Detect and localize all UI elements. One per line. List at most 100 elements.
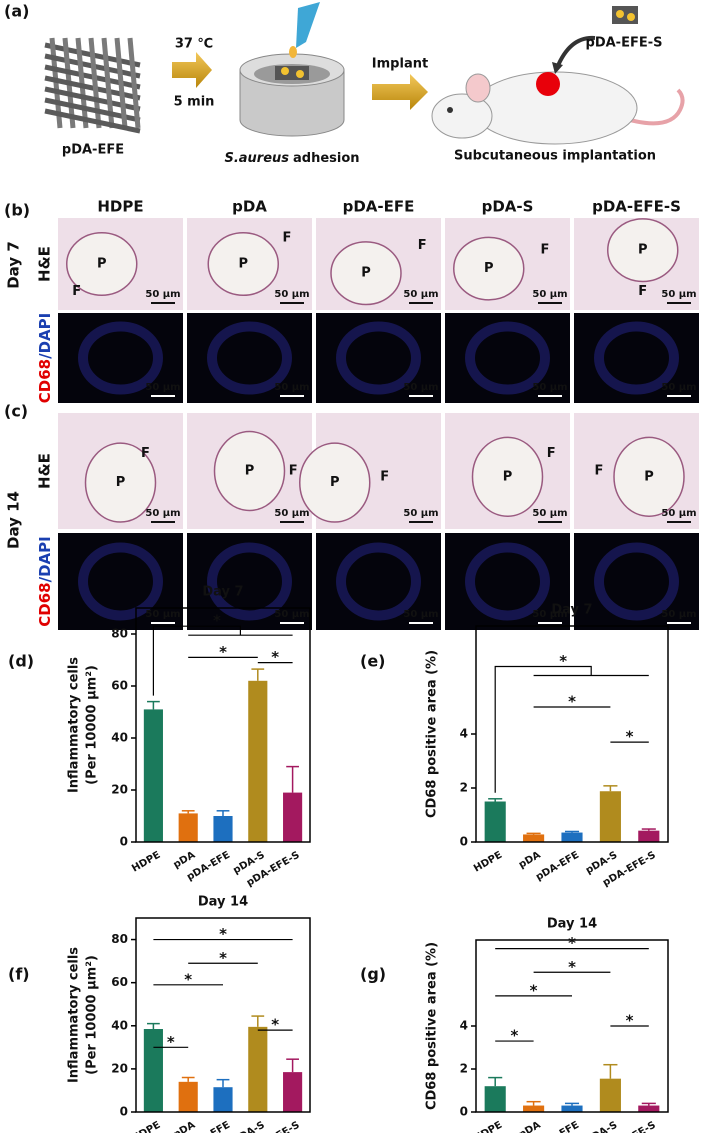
stain-cd68: CD68 <box>36 582 54 626</box>
y-axis-label: (Per 10000 μm²) <box>85 955 100 1075</box>
pore <box>299 442 371 523</box>
significance-star: * <box>510 1027 518 1045</box>
scale-bar-label: 50 μm <box>403 382 438 393</box>
panel-label: (b) <box>4 201 30 220</box>
implantation-label: Subcutaneous implantation <box>454 149 656 164</box>
bar <box>599 791 621 842</box>
x-tick-label: HDPE <box>472 850 504 875</box>
scale-bar-label: 50 μm <box>532 508 567 519</box>
group-label: pDA <box>232 198 267 216</box>
y-tick-label: 2 <box>460 781 468 795</box>
bar <box>178 1081 198 1112</box>
strut <box>114 37 128 129</box>
significance-star: * <box>167 1033 175 1051</box>
stain-dapi: /DAPI <box>36 536 54 582</box>
scaffold-label: pDA-EFE <box>62 143 124 158</box>
y-axis-label: Inflammatory cells <box>67 947 82 1083</box>
scale-bar-label: 50 μm <box>661 382 696 393</box>
plot-frame <box>475 939 669 1113</box>
chart-title: Day 14 <box>198 895 248 910</box>
cell-ring <box>78 321 163 395</box>
fibrous-label: F <box>541 243 550 258</box>
panel-label: (f) <box>8 965 30 984</box>
fibrous-label: F <box>547 446 556 461</box>
cell-ring <box>78 542 163 621</box>
fibrous-label: F <box>595 464 604 479</box>
bar <box>599 1078 621 1112</box>
bar <box>143 709 163 842</box>
scale-bar-label: 50 μm <box>661 508 696 519</box>
scale-bar-label: 50 μm <box>274 508 309 519</box>
pore-label: P <box>245 464 255 479</box>
pore <box>213 430 286 512</box>
significance-star: * <box>271 648 279 666</box>
significance-bracket <box>494 665 649 793</box>
chart-title: Day 7 <box>551 603 592 618</box>
pore <box>607 218 679 283</box>
y-tick-label: 0 <box>460 835 468 849</box>
bar <box>178 813 198 842</box>
arrow <box>372 74 428 110</box>
micrograph: P F 50 μm <box>187 413 312 529</box>
bar <box>484 801 506 842</box>
micrograph: 50 μm <box>445 313 570 403</box>
y-tick-label: 40 <box>111 731 128 745</box>
x-tick-label: pDA-S <box>231 1120 266 1133</box>
significance-star: * <box>530 981 538 999</box>
adhesion: adhesion <box>293 151 360 166</box>
significance-star: * <box>219 643 227 661</box>
fibrous-label: F <box>418 238 427 253</box>
stain-dapi: /DAPI <box>36 313 54 359</box>
panel-label: (e) <box>360 652 385 671</box>
scale-bar-label: 50 μm <box>145 609 180 620</box>
micrograph: 50 μm <box>316 313 441 403</box>
y-tick-label: 60 <box>111 679 128 693</box>
x-tick-label: HDPE <box>472 1120 504 1133</box>
pore-label: P <box>361 266 371 281</box>
stain-cd68: CD68 <box>36 359 54 403</box>
strut <box>127 37 141 129</box>
micrograph: 50 μm <box>58 533 183 630</box>
day-label: Day 7 <box>5 241 23 289</box>
cell-ring <box>594 542 679 621</box>
bar <box>143 1029 163 1112</box>
cell-ring <box>465 321 550 395</box>
significance-star: * <box>184 970 192 988</box>
arrow <box>172 52 212 88</box>
significance-star: * <box>559 652 567 670</box>
fibrous-label: F <box>283 231 292 246</box>
y-tick-label: 20 <box>111 1061 128 1075</box>
fibrous-label: F <box>289 464 298 479</box>
y-tick-label: 0 <box>120 835 128 849</box>
scaffold-icon <box>44 37 141 134</box>
bar <box>561 832 583 842</box>
x-tick-label: pDA-EFE <box>534 1120 581 1133</box>
group-label: pDA-EFE <box>343 198 415 216</box>
y-tick-label: 2 <box>460 1062 468 1076</box>
significance-star: * <box>626 728 634 746</box>
y-axis-label: (Per 10000 μm²) <box>85 665 100 785</box>
strut <box>88 37 102 129</box>
significance-star: * <box>219 925 227 943</box>
bar <box>484 1086 506 1112</box>
y-tick-label: 0 <box>120 1105 128 1119</box>
cell-ring <box>465 542 550 621</box>
micrograph: 50 μm <box>187 313 312 403</box>
plot-frame <box>475 625 669 843</box>
pore-label: P <box>238 257 248 272</box>
micrograph: 50 μm <box>316 533 441 630</box>
bar <box>561 1105 583 1112</box>
temperature: 37 ℃ <box>175 37 213 52</box>
fibrous-label: F <box>72 284 81 299</box>
panel-label: (d) <box>8 652 34 671</box>
x-tick-label: HDPE <box>130 1120 162 1133</box>
x-tick-label: pDA-EFE <box>534 850 581 884</box>
chart-title: Day 14 <box>547 917 597 932</box>
plot-frame <box>135 607 311 843</box>
